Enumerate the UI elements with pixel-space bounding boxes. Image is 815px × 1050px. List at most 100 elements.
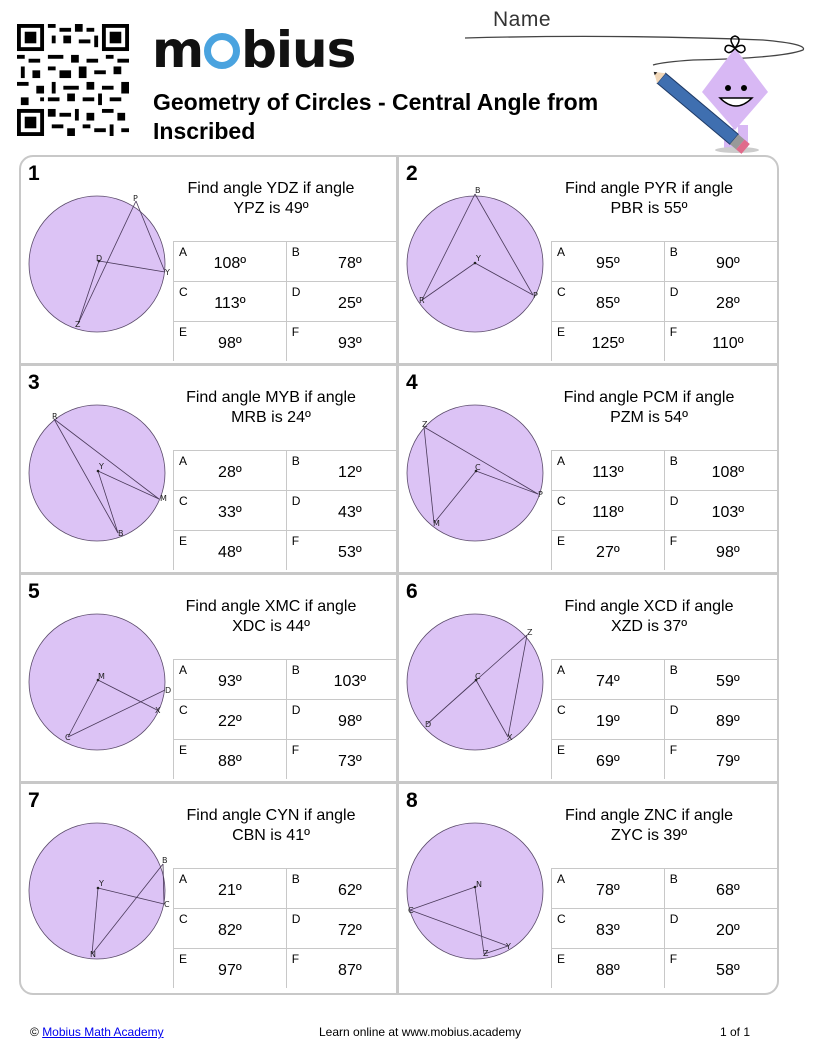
problem-number: 6: [406, 580, 418, 603]
svg-text:B: B: [162, 856, 168, 865]
circle-diagram: Z C D X: [406, 613, 544, 751]
svg-text:M: M: [160, 494, 167, 503]
circle-diagram: B Y R P: [406, 186, 544, 333]
option-d[interactable]: D 103º: [663, 490, 777, 531]
qr-code-icon: [17, 24, 129, 136]
option-d[interactable]: D 98º: [285, 699, 399, 740]
svg-text:R: R: [419, 296, 425, 305]
option-c[interactable]: C 118º: [551, 490, 665, 531]
svg-text:P: P: [533, 291, 538, 300]
answer-options: A 108º B 78º C 113º D 25º E 98º F 93º: [173, 241, 399, 361]
answer-options: A 21º B 62º C 82º D 72º E 97º F 87º: [173, 868, 399, 988]
option-f[interactable]: F 79º: [663, 739, 777, 779]
problem-number: 4: [406, 371, 418, 394]
option-c[interactable]: C 19º: [551, 699, 665, 740]
option-b[interactable]: B 90º: [663, 241, 777, 282]
option-a[interactable]: A 78º: [551, 868, 665, 909]
logo-ring-icon: [204, 33, 241, 69]
footer-learn-online: Learn online at www.mobius.academy: [319, 1025, 522, 1039]
problem-4: 4 Z C P M Find angle PCM if angle PZM is 54…: [399, 366, 777, 575]
circle-diagram: B Y C N: [28, 822, 170, 960]
option-e[interactable]: E 48º: [173, 530, 287, 570]
option-f[interactable]: F 87º: [285, 948, 399, 988]
option-a[interactable]: A 113º: [551, 450, 665, 491]
option-a[interactable]: A 28º: [173, 450, 287, 491]
problem-number: 1: [28, 162, 40, 185]
option-e[interactable]: E 27º: [551, 530, 665, 570]
svg-text:B: B: [475, 186, 481, 195]
option-b[interactable]: B 62º: [285, 868, 399, 909]
option-a[interactable]: A 108º: [173, 241, 287, 282]
option-a[interactable]: A 95º: [551, 241, 665, 282]
svg-text:Y: Y: [475, 254, 481, 263]
option-b[interactable]: B 108º: [663, 450, 777, 491]
option-f[interactable]: F 58º: [663, 948, 777, 988]
option-c[interactable]: C 22º: [173, 699, 287, 740]
option-b[interactable]: B 68º: [663, 868, 777, 909]
svg-text:Y: Y: [98, 462, 104, 471]
option-d[interactable]: D 89º: [663, 699, 777, 740]
svg-text:D: D: [425, 720, 431, 729]
svg-text:X: X: [507, 733, 513, 742]
problem-number: 8: [406, 789, 418, 812]
option-c[interactable]: C 85º: [551, 281, 665, 322]
option-a[interactable]: A 74º: [551, 659, 665, 700]
option-d[interactable]: D 28º: [663, 281, 777, 322]
problem-5: 5 M D X C Find angle XMC if angle XDC is 44…: [21, 575, 399, 784]
option-d[interactable]: D 72º: [285, 908, 399, 949]
problem-number: 7: [28, 789, 40, 812]
problem-2: 2 B Y R P Find angle PYR if angle PBR is 55…: [399, 157, 777, 366]
option-d[interactable]: D 25º: [285, 281, 399, 322]
question-text: Find angle CYN if angle CBN is 41º: [186, 807, 356, 844]
svg-text:Z: Z: [527, 628, 533, 637]
option-e[interactable]: E 69º: [551, 739, 665, 779]
svg-text:Y: Y: [98, 879, 104, 888]
question-text: Find angle YDZ if angle YPZ is 49º: [187, 180, 355, 217]
svg-text:R: R: [52, 412, 58, 421]
option-e[interactable]: E 88º: [173, 739, 287, 779]
problem-6: 6 Z C D X Find angle XCD if angle XZD is 37…: [399, 575, 777, 784]
footer-copyright: © Mobius Math Academy: [30, 1025, 164, 1039]
problems-grid: 1 P D Y Z Find angle YDZ if angle YPZ is 49…: [19, 155, 779, 995]
option-c[interactable]: C 83º: [551, 908, 665, 949]
svg-text:N: N: [90, 950, 96, 959]
svg-text:B: B: [118, 529, 124, 538]
page-number: 1 of 1: [720, 1025, 751, 1039]
option-b[interactable]: B 103º: [285, 659, 399, 700]
option-a[interactable]: A 21º: [173, 868, 287, 909]
problem-7: 7 B Y C N Find angle CYN if angle CBN is 41…: [21, 784, 399, 993]
option-b[interactable]: B 78º: [285, 241, 399, 282]
option-d[interactable]: D 20º: [663, 908, 777, 949]
svg-text:M: M: [98, 672, 105, 681]
mobius-academy-link[interactable]: Mobius Math Academy: [42, 1025, 164, 1039]
worksheet-title: Geometry of Circles - Central Angle from…: [153, 89, 599, 144]
option-a[interactable]: A 93º: [173, 659, 287, 700]
svg-text:Z: Z: [422, 420, 428, 429]
option-c[interactable]: C 82º: [173, 908, 287, 949]
answer-options: A 93º B 103º C 22º D 98º E 88º F 73º: [173, 659, 399, 779]
problem-8: 8 N C Z Y Find angle ZNC if angle ZYC is 39…: [399, 784, 777, 993]
answer-options: A 113º B 108º C 118º D 103º E 27º F 98º: [551, 450, 777, 570]
option-c[interactable]: C 113º: [173, 281, 287, 322]
problem-number: 5: [28, 580, 40, 603]
option-f[interactable]: F 110º: [663, 321, 777, 361]
option-f[interactable]: F 73º: [285, 739, 399, 779]
name-underline[interactable]: [463, 20, 813, 80]
svg-text:X: X: [155, 706, 161, 715]
option-d[interactable]: D 43º: [285, 490, 399, 531]
circle-diagram: P D Y Z: [28, 194, 170, 333]
option-f[interactable]: F 93º: [285, 321, 399, 361]
svg-text:Z: Z: [483, 949, 489, 958]
option-e[interactable]: E 98º: [173, 321, 287, 361]
option-c[interactable]: C 33º: [173, 490, 287, 531]
option-e[interactable]: E 88º: [551, 948, 665, 988]
option-b[interactable]: B 59º: [663, 659, 777, 700]
option-e[interactable]: E 97º: [173, 948, 287, 988]
option-b[interactable]: B 12º: [285, 450, 399, 491]
option-e[interactable]: E 125º: [551, 321, 665, 361]
svg-text:P: P: [133, 194, 138, 203]
option-f[interactable]: F 53º: [285, 530, 399, 570]
circle-diagram: R Y M B: [28, 404, 167, 542]
option-f[interactable]: F 98º: [663, 530, 777, 570]
svg-text:M: M: [433, 519, 440, 528]
